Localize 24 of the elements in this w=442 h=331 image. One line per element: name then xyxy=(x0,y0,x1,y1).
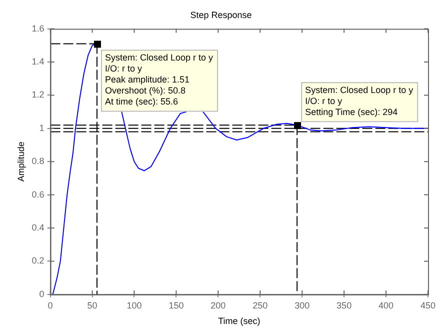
x-tick-label: 300 xyxy=(294,300,310,310)
x-tick-label: 0 xyxy=(48,300,53,310)
y-tick-label: 0.6 xyxy=(32,189,44,200)
y-tick-label: 0 xyxy=(39,288,44,299)
y-tick-label: 1.2 xyxy=(32,90,44,100)
x-tick-label: 200 xyxy=(210,300,226,310)
y-axis-title: Amplitude xyxy=(16,142,26,182)
x-tick-label: 50 xyxy=(87,300,98,310)
x-tick-label: 350 xyxy=(336,300,352,310)
x-tick-label: 150 xyxy=(168,300,184,310)
y-tick-label: 1.4 xyxy=(32,56,44,66)
y-tick-label: 1 xyxy=(39,122,44,133)
y-tick-label: 0.8 xyxy=(32,156,44,166)
annotation: System: Closed Loop r to y I/O: r to y Setting Time (sec): 294 xyxy=(305,85,414,118)
x-tick-label: 100 xyxy=(126,300,142,310)
y-tick-label: 0.4 xyxy=(32,222,44,232)
x-tick-label: 450 xyxy=(420,300,436,310)
x-axis-title: Time (sec) xyxy=(218,316,260,326)
annotation: System: Closed Loop r to y I/O: r to y Peak amplitude: 1.51 Overshoot (%): 50.8 At time (sec): 55.6 xyxy=(104,52,214,107)
x-tick-label: 250 xyxy=(252,300,268,310)
y-tick-label: 0.2 xyxy=(32,256,44,266)
x-tick-label: 400 xyxy=(378,300,394,310)
chart-title: Step Response xyxy=(190,10,252,20)
y-tick-label: 1.6 xyxy=(32,23,44,34)
